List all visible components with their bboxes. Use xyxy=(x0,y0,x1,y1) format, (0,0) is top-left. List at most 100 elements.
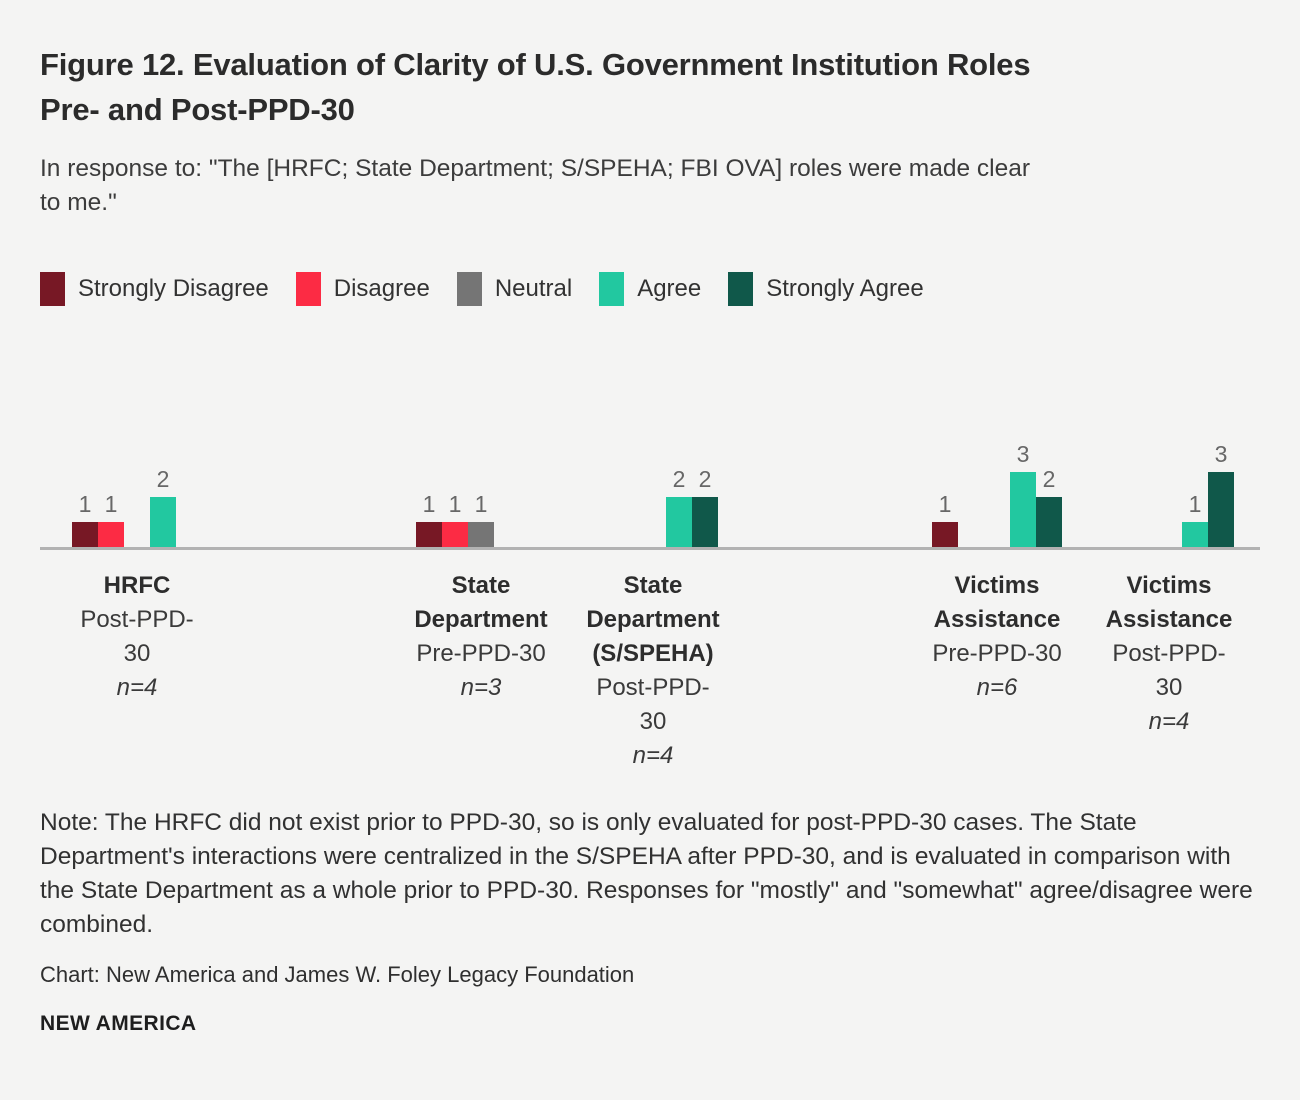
category-name-line: Victims xyxy=(1126,572,1212,599)
category-name-line: Assistance xyxy=(933,606,1061,633)
bar-slot-agree: 2 xyxy=(666,417,692,547)
bar-value-label: 2 xyxy=(1042,466,1056,492)
category-n-label: n=6 xyxy=(976,674,1018,701)
category-n-label: n=4 xyxy=(116,674,158,701)
bar-slot-strongly_disagree: 1 xyxy=(416,417,442,547)
bar-disagree xyxy=(442,522,468,547)
category-label-5: Victims Assistance Post-PPD- 30 n=4 xyxy=(1079,569,1259,739)
category-name-line: State xyxy=(451,572,511,599)
bar-slot-strongly_agree: 2 xyxy=(1036,417,1062,547)
bar-slot-strongly_agree: 3 xyxy=(1208,417,1234,547)
bar-agree xyxy=(1010,472,1036,547)
bar-value-label: 2 xyxy=(698,466,712,492)
legend-swatch-strongly_agree xyxy=(728,272,754,306)
bar-value-label: 1 xyxy=(448,491,462,517)
x-axis-line xyxy=(40,547,1260,550)
category-period-line: Post-PPD- xyxy=(596,674,710,701)
bar-slot-strongly_disagree xyxy=(1104,417,1130,547)
figure-subtitle: In response to: "The [HRFC; State Depart… xyxy=(40,152,1270,220)
figure-title-line1: Figure 12. Evaluation of Clarity of U.S.… xyxy=(40,47,1031,82)
bar-value-label: 1 xyxy=(104,491,118,517)
category-n-label: n=4 xyxy=(1148,708,1190,735)
legend-label-neutral: Neutral xyxy=(494,275,573,302)
category-period-line: 30 xyxy=(1155,674,1183,701)
category-name-line: HRFC xyxy=(103,572,171,599)
category-n-label: n=4 xyxy=(632,742,674,769)
category-label-4: Victims Assistance Pre-PPD-30 n=6 xyxy=(907,569,1087,705)
bar-slot-agree xyxy=(494,417,520,547)
legend-label-disagree: Disagree xyxy=(333,275,430,302)
bar-slot-agree: 2 xyxy=(150,417,176,547)
bar-slot-disagree: 1 xyxy=(98,417,124,547)
bar-strongly_disagree xyxy=(932,522,958,547)
category-name-line: Department xyxy=(586,606,720,633)
bar-slot-neutral xyxy=(984,417,1010,547)
bar-slot-strongly_agree xyxy=(520,417,546,547)
chart-note: Note: The HRFC did not exist prior to PP… xyxy=(40,809,1253,938)
category-label-2: State Department Pre-PPD-30 n=3 xyxy=(391,569,571,705)
legend-item-disagree: Disagree xyxy=(295,272,430,306)
figure-title: Figure 12. Evaluation of Clarity of U.S.… xyxy=(40,42,1270,132)
bar-slot-strongly_agree xyxy=(176,417,202,547)
legend-swatch-strongly_disagree xyxy=(40,272,65,306)
bar-value-label: 3 xyxy=(1016,441,1030,467)
category-name-line: Victims xyxy=(954,572,1040,599)
legend-label-strongly_agree: Strongly Agree xyxy=(766,275,924,302)
bar-slot-disagree xyxy=(958,417,984,547)
bar-strongly_disagree xyxy=(416,522,442,547)
category-period-line: Pre-PPD-30 xyxy=(416,640,546,667)
bar-value-label: 1 xyxy=(938,491,952,517)
legend-item-neutral: Neutral xyxy=(456,272,573,306)
bar-value-label: 1 xyxy=(474,491,488,517)
bar-slot-agree: 3 xyxy=(1010,417,1036,547)
bar-value-label: 2 xyxy=(156,466,170,492)
bar-slot-disagree: 1 xyxy=(442,417,468,547)
bar-disagree xyxy=(98,522,124,547)
legend-swatch-neutral xyxy=(456,272,482,306)
bar-slot-agree: 1 xyxy=(1182,417,1208,547)
legend-item-agree: Agree xyxy=(599,272,701,306)
bar-slot-strongly_disagree: 1 xyxy=(932,417,958,547)
legend: Strongly Disagree Disagree Neutral Agree Str… xyxy=(40,272,924,306)
bar-strongly_agree xyxy=(1036,497,1062,547)
legend-item-strongly_disagree: Strongly Disagree xyxy=(40,272,269,306)
bar-slot-neutral: 1 xyxy=(468,417,494,547)
bar-slot-strongly_agree: 2 xyxy=(692,417,718,547)
bar-value-label: 1 xyxy=(422,491,436,517)
bar-slot-strongly_disagree: 1 xyxy=(72,417,98,547)
category-label-1: HRFC Post-PPD- 30 n=4 xyxy=(47,569,227,705)
legend-item-strongly_agree: Strongly Agree xyxy=(728,272,924,306)
brand-logo-text: NEW AMERICA xyxy=(40,1012,197,1035)
category-name-line: State xyxy=(623,572,683,599)
bar-value-label: 1 xyxy=(78,491,92,517)
bar-value-label: 2 xyxy=(672,466,686,492)
legend-label-strongly_disagree: Strongly Disagree xyxy=(78,275,269,302)
category-period-line: Post-PPD- xyxy=(80,606,194,633)
bar-strongly_agree xyxy=(1208,472,1234,547)
category-name-line: Assistance xyxy=(1105,606,1233,633)
category-name-line: Department xyxy=(414,606,548,633)
figure-subtitle-line1: In response to: "The [HRFC; State Depart… xyxy=(40,155,1030,182)
legend-swatch-disagree xyxy=(295,272,321,306)
bar-agree xyxy=(666,497,692,547)
bar-neutral xyxy=(468,522,494,547)
category-label-3: State Department (S/SPEHA) Post-PPD- 30 n=4 xyxy=(563,569,743,773)
bar-value-label: 1 xyxy=(1188,491,1202,517)
category-period-line: Post-PPD- xyxy=(1112,640,1226,667)
figure-title-line2: Pre- and Post-PPD-30 xyxy=(40,92,355,127)
bar-strongly_disagree xyxy=(72,522,98,547)
bar-slot-disagree xyxy=(614,417,640,547)
bar-strongly_agree xyxy=(692,497,718,547)
legend-label-agree: Agree xyxy=(637,275,702,302)
bar-slot-disagree xyxy=(1130,417,1156,547)
bar-agree xyxy=(150,497,176,547)
bar-slot-neutral xyxy=(1156,417,1182,547)
bar-agree xyxy=(1182,522,1208,547)
bar-slot-strongly_disagree xyxy=(588,417,614,547)
category-name-line: (S/SPEHA) xyxy=(592,640,714,667)
